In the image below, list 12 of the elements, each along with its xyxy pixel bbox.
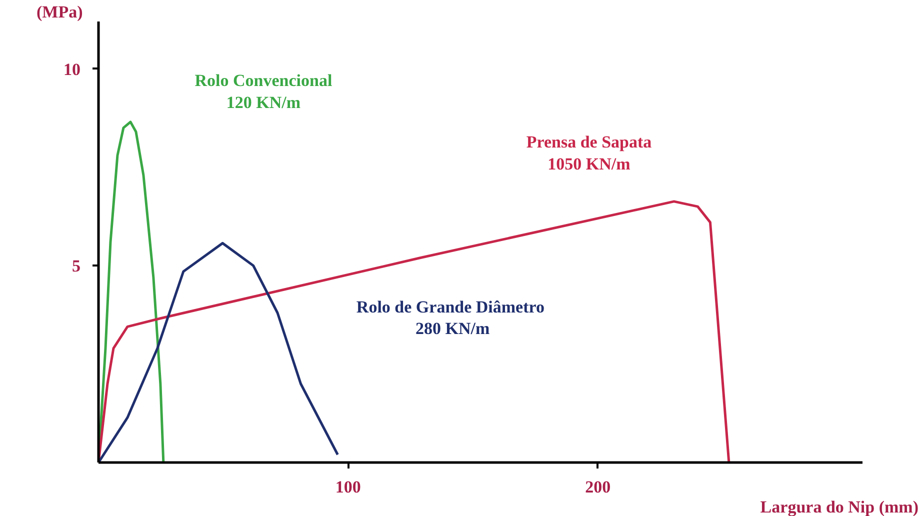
line-series <box>98 120 165 462</box>
text: Rolo Convencional 120 KN/m <box>194 71 332 112</box>
x-tick-label: 200 <box>585 478 611 496</box>
text: Rolo de Grande Diâmetro 280 KN/m <box>356 297 545 338</box>
line-series <box>98 242 339 462</box>
x-axis-title: Largura do Nip (mm) <box>760 498 919 516</box>
y-tick-label: 5 <box>72 256 80 276</box>
line-series <box>98 200 730 462</box>
x-tick-label: 100 <box>335 478 361 496</box>
y-axis-title: (MPa) <box>36 2 83 22</box>
y-tick-label: 10 <box>64 60 80 79</box>
series-label: Prensa de Sapata 1050 KN/m <box>526 132 652 174</box>
